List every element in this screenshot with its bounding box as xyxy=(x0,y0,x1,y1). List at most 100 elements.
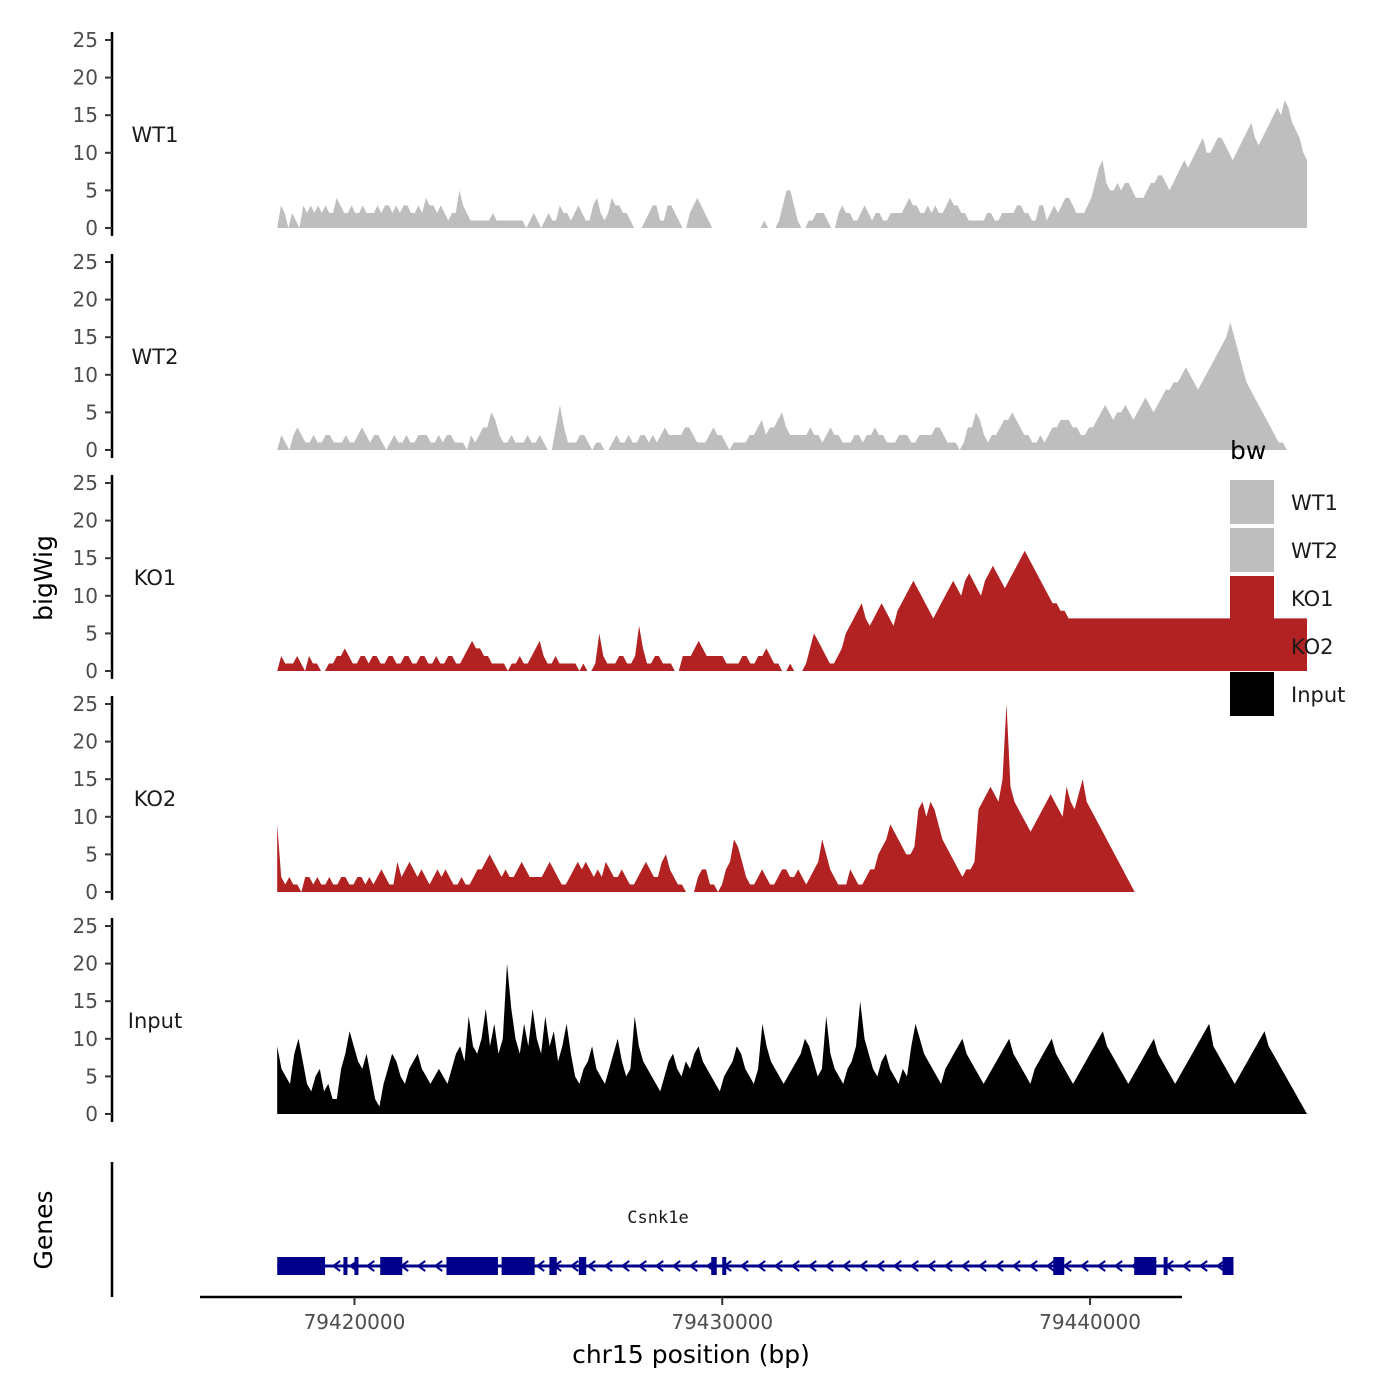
x-tick-label: 79440000 xyxy=(1039,1310,1141,1334)
track-label: WT2 xyxy=(132,345,179,369)
strand-arrow xyxy=(603,1260,613,1272)
strand-arrow xyxy=(637,1260,647,1272)
strand-arrow xyxy=(620,1260,630,1272)
strand-arrow xyxy=(433,1260,443,1272)
strand-arrow xyxy=(841,1260,851,1272)
signal-area-input xyxy=(277,963,1308,1114)
strand-arrow xyxy=(1215,1260,1225,1272)
strand-arrow xyxy=(960,1260,970,1272)
strand-arrow xyxy=(824,1260,834,1272)
track-label: KO2 xyxy=(134,787,177,811)
strand-arrow xyxy=(807,1260,817,1272)
y-tick-label: 10 xyxy=(73,363,98,387)
strand-arrow xyxy=(569,1260,579,1272)
strand-arrow xyxy=(977,1260,987,1272)
legend-label: WT2 xyxy=(1291,539,1338,563)
genes-axis-title: Genes xyxy=(29,1190,58,1269)
y-tick-label: 0 xyxy=(85,880,98,904)
track-label: KO1 xyxy=(134,566,177,590)
strand-arrow xyxy=(773,1260,783,1272)
strand-arrow xyxy=(416,1260,426,1272)
y-tick-label: 5 xyxy=(85,842,98,866)
track-panel-ko2: 0 5 10 15 20 25 KO2 xyxy=(73,692,1308,904)
y-tick-label: 20 xyxy=(73,509,98,533)
track-panel-wt1: 0 5 10 15 20 25 WT1 xyxy=(73,28,1308,240)
y-tick-label: 25 xyxy=(73,28,98,52)
legend-key-ko1 xyxy=(1230,576,1274,620)
y-tick-label: 5 xyxy=(85,178,98,202)
y-tick-label: 15 xyxy=(73,767,98,791)
gene-exon xyxy=(354,1257,359,1275)
legend-label: WT1 xyxy=(1291,491,1338,515)
strand-arrow xyxy=(875,1260,885,1272)
track-panel-ko1: 0 5 10 15 20 25 KO1 xyxy=(73,471,1308,683)
strand-arrow xyxy=(1096,1260,1106,1272)
x-tick-label: 79420000 xyxy=(304,1310,406,1334)
y-tick-label: 15 xyxy=(73,546,98,570)
strand-arrow xyxy=(926,1260,936,1272)
y-tick-label: 10 xyxy=(73,1027,98,1051)
y-tick-label: 25 xyxy=(73,692,98,716)
strand-arrow xyxy=(586,1260,596,1272)
y-tick-label: 10 xyxy=(73,141,98,165)
strand-arrow xyxy=(858,1260,868,1272)
strand-arrow xyxy=(1011,1260,1021,1272)
strand-arrow xyxy=(892,1260,902,1272)
x-axis-title: chr15 position (bp) xyxy=(572,1340,810,1369)
gene-exon xyxy=(1053,1257,1065,1275)
legend-label: Input xyxy=(1291,683,1345,707)
y-tick-label: 5 xyxy=(85,1064,98,1088)
strand-arrow xyxy=(994,1260,1004,1272)
signal-area-ko2 xyxy=(277,704,1308,892)
gene-exon xyxy=(711,1257,717,1275)
y-tick-label: 15 xyxy=(73,989,98,1013)
strand-arrow xyxy=(1113,1260,1123,1272)
y-tick-label: 0 xyxy=(85,438,98,462)
track-panel-wt2: 0 5 10 15 20 25 WT2 xyxy=(73,250,1308,462)
legend-label: KO2 xyxy=(1291,635,1334,659)
y-tick-label: 25 xyxy=(73,250,98,274)
strand-arrow xyxy=(1079,1260,1089,1272)
y-tick-label: 0 xyxy=(85,659,98,683)
gene-exon xyxy=(578,1257,587,1275)
gene-exon xyxy=(549,1257,557,1275)
legend-title: bw xyxy=(1230,436,1266,465)
y-tick-label: 5 xyxy=(85,400,98,424)
gene-exon xyxy=(1222,1257,1234,1275)
y-tick-label: 20 xyxy=(73,288,98,312)
strand-arrow xyxy=(365,1260,375,1272)
strand-arrow xyxy=(790,1260,800,1272)
y-tick-label: 15 xyxy=(73,103,98,127)
y-tick-label: 20 xyxy=(73,66,98,90)
gene-exon xyxy=(1163,1257,1168,1275)
strand-arrow xyxy=(756,1260,766,1272)
strand-arrow xyxy=(654,1260,664,1272)
strand-arrow xyxy=(943,1260,953,1272)
strand-arrow xyxy=(1045,1260,1055,1272)
x-tick-label: 79430000 xyxy=(671,1310,773,1334)
strand-arrow xyxy=(909,1260,919,1272)
gene-exon xyxy=(501,1257,535,1275)
y-tick-label: 20 xyxy=(73,730,98,754)
gene-exon xyxy=(722,1257,727,1275)
signal-area-wt1 xyxy=(277,100,1308,228)
track-label: WT1 xyxy=(132,123,179,147)
legend: bw WT1 WT2 KO1 KO2 Input xyxy=(1230,436,1345,716)
strand-arrow xyxy=(535,1260,545,1272)
gene-exon xyxy=(1134,1257,1157,1275)
legend-key-wt1 xyxy=(1230,480,1274,524)
signal-area-wt2 xyxy=(277,322,1308,450)
y-tick-label: 15 xyxy=(73,325,98,349)
gene-exon xyxy=(446,1257,498,1275)
gene-name-label: Csnk1e xyxy=(627,1208,688,1228)
y-tick-label: 10 xyxy=(73,805,98,829)
y-tick-label: 25 xyxy=(73,914,98,938)
genes-panel: Genes Csnk1e xyxy=(29,1162,1234,1297)
signal-area-ko1 xyxy=(277,550,1308,671)
gene-exon xyxy=(380,1257,403,1275)
strand-arrow xyxy=(671,1260,681,1272)
x-axis: 79420000 79430000 79440000 xyxy=(200,1295,1182,1334)
gene-model xyxy=(277,1257,1234,1275)
gene-exon xyxy=(343,1257,348,1275)
